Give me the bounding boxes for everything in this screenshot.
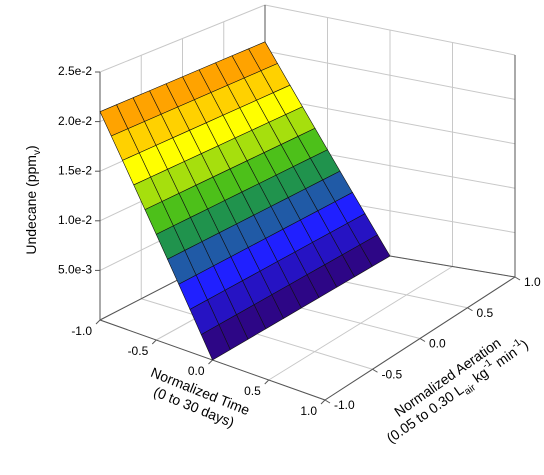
x-tick-label: -1.0 bbox=[71, 324, 92, 338]
y-tick-label: -0.5 bbox=[382, 367, 403, 381]
tick-mark bbox=[419, 338, 426, 342]
z-tick-label: 5.0e-3 bbox=[58, 263, 92, 277]
z-tick-label: 2.5e-2 bbox=[58, 64, 92, 78]
y-tick-label: 1.0 bbox=[524, 275, 541, 289]
y-tick-label: 0.5 bbox=[477, 306, 494, 320]
tick-mark bbox=[324, 399, 331, 404]
y-tick-label: 0.0 bbox=[429, 337, 446, 351]
tick-mark bbox=[320, 399, 326, 405]
y-tick-label: -1.0 bbox=[334, 398, 355, 412]
z-axis-title-part: ) bbox=[23, 145, 39, 150]
tick-mark bbox=[264, 379, 270, 385]
tick-mark bbox=[151, 339, 157, 345]
tick-mark bbox=[372, 368, 378, 373]
z-tick-label: 2.0e-2 bbox=[58, 114, 92, 128]
y-axis-title-line: (0.05 to 0.30 Lair kg-1 min-1) bbox=[382, 335, 533, 450]
x-tick-label: 0.0 bbox=[188, 364, 205, 378]
x-tick-label: 1.0 bbox=[300, 404, 317, 418]
surface-cell bbox=[200, 324, 231, 361]
z-tick-label: 1.0e-2 bbox=[58, 213, 92, 227]
z-tick-label: 1.5e-2 bbox=[58, 163, 92, 177]
tick-mark bbox=[95, 319, 101, 325]
z-axis-title-part: Undecane (ppm bbox=[23, 155, 39, 255]
tick-mark bbox=[514, 276, 521, 281]
y-axis-title: Normalized Aeration(0.05 to 0.30 Lair kg… bbox=[373, 322, 533, 450]
tick-mark bbox=[467, 307, 473, 312]
x-tick-label: 0.5 bbox=[244, 384, 261, 398]
z-axis-title-part: v bbox=[32, 150, 43, 155]
x-tick-label: -0.5 bbox=[128, 344, 149, 358]
z-axis-title: Undecane (ppmv) bbox=[23, 145, 43, 254]
tick-mark bbox=[208, 359, 213, 365]
